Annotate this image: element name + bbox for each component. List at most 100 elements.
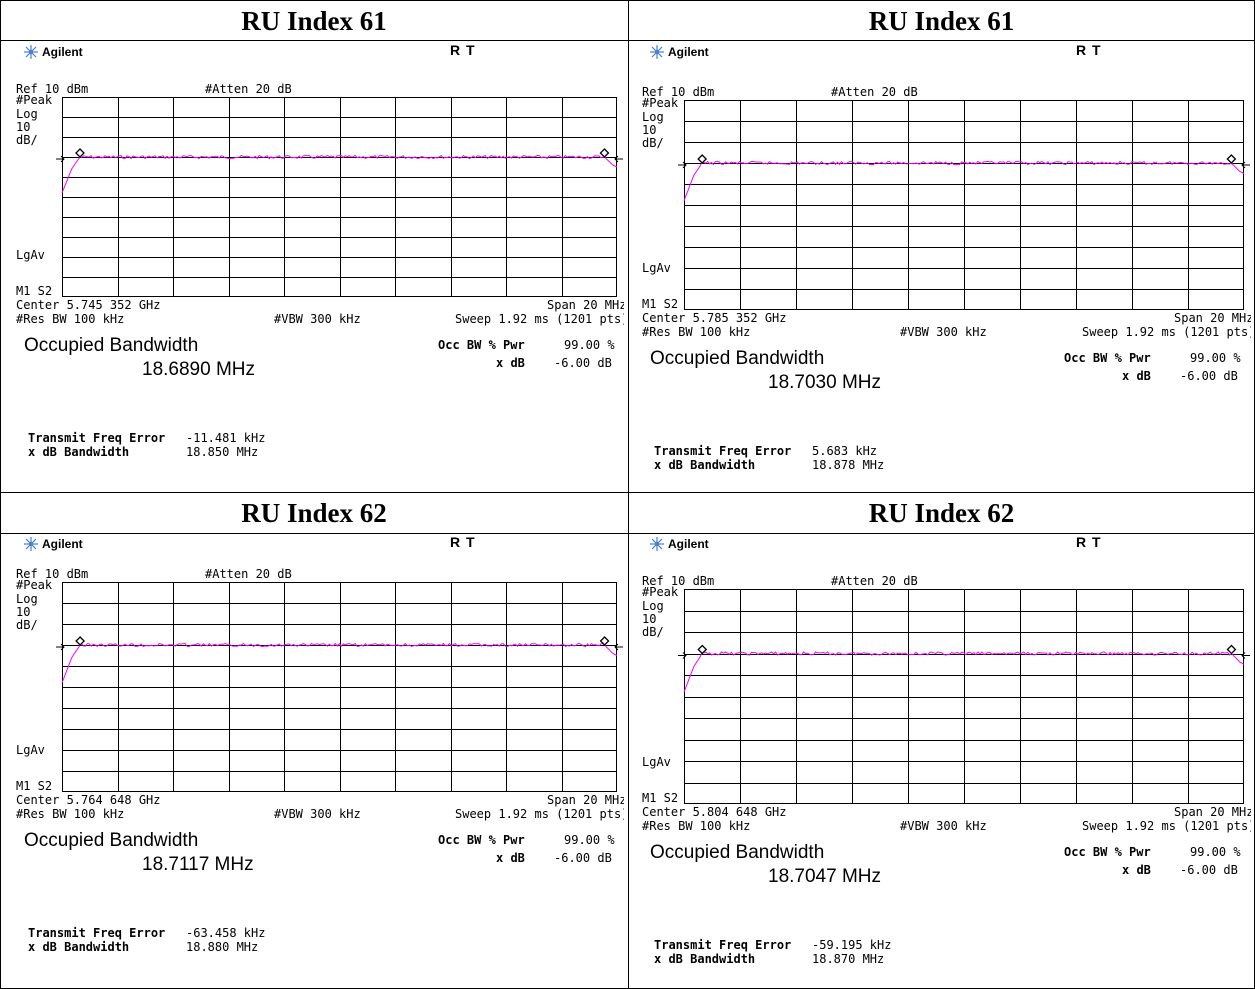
marker-left-icon — [697, 154, 708, 164]
panel-title: RU Index 62 — [868, 498, 1015, 528]
ref-level: Ref 10 dBm — [16, 567, 89, 581]
obw-title: Occupied Bandwidth — [650, 348, 825, 369]
m1s2-label: M1 S2 — [16, 779, 53, 793]
side-label-log: Log — [642, 110, 664, 124]
arrow-left-icon — [1241, 161, 1250, 169]
attenuation: #Atten 20 dB — [205, 82, 292, 96]
tfe-value: -63.458 kHz — [186, 926, 266, 940]
tfe-label: Transmit Freq Error — [654, 444, 792, 458]
occ-bw-label: Occ BW % Pwr — [438, 833, 525, 847]
xdbbw-value: 18.880 MHz — [186, 940, 259, 954]
side-label-peak: #Peak — [642, 585, 679, 599]
res-bw: #Res BW 100 kHz — [16, 312, 125, 326]
attenuation: #Atten 20 dB — [205, 567, 292, 581]
panel-title: RU Index 61 — [868, 6, 1015, 36]
m1s2-label: M1 S2 — [642, 297, 679, 311]
tfe-value: 5.683 kHz — [812, 444, 878, 458]
spectrum-trace — [683, 160, 1245, 201]
obw-value: 18.7047 MHz — [768, 866, 882, 887]
lgav-label: LgAv — [642, 755, 671, 769]
obw-value: 18.7117 MHz — [142, 854, 254, 875]
xdbbw-value: 18.850 MHz — [186, 445, 259, 459]
xdb-label: x dB — [496, 356, 525, 370]
center-freq: Center 5.785 352 GHz — [642, 311, 787, 325]
panel-4: RU Index 62 Agilent R T Ref 10 dBm #Atte… — [628, 492, 1255, 989]
xdb-label: x dB — [496, 851, 525, 865]
marker-left-icon — [75, 148, 85, 158]
attenuation: #Atten 20 dB — [831, 85, 918, 99]
agilent-logo-icon — [650, 45, 664, 59]
attenuation: #Atten 20 dB — [831, 574, 918, 588]
side-label-unit: dB/ — [16, 133, 38, 147]
occ-bw-label: Occ BW % Pwr — [1064, 351, 1151, 365]
brand-label: Agilent — [42, 537, 83, 551]
xdbbw-label: x dB Bandwidth — [654, 952, 756, 966]
table-divider-vertical — [628, 0, 629, 989]
xdbbw-value: 18.870 MHz — [812, 952, 885, 966]
arrow-left-icon — [614, 155, 623, 163]
occ-bw-value: 99.00 % — [564, 833, 615, 847]
title-row-divider-top — [0, 40, 1255, 41]
panel-3: RU Index 62 Agilent R T Ref 10 dBm #Atte… — [0, 492, 628, 989]
obw-title: Occupied Bandwidth — [24, 830, 199, 851]
center-freq: Center 5.745 352 GHz — [16, 298, 161, 312]
side-label-scale: 10 — [642, 123, 657, 137]
xdbbw-value: 18.878 MHz — [812, 458, 885, 472]
vbw: #VBW 300 kHz — [274, 312, 361, 326]
side-label-log: Log — [16, 107, 38, 121]
brand-label: Agilent — [42, 45, 83, 59]
arrow-right-icon — [56, 155, 65, 163]
status-indicator: R T — [1076, 42, 1102, 58]
tfe-label: Transmit Freq Error — [28, 926, 166, 940]
brand-label: Agilent — [668, 537, 709, 551]
status-indicator: R T — [450, 42, 476, 58]
xdb-value: -6.00 dB — [1180, 863, 1238, 877]
side-label-log: Log — [16, 592, 38, 606]
marker-right-icon — [1226, 154, 1237, 164]
table-divider-horizontal — [0, 492, 1255, 493]
span: Span 20 MHz — [1174, 805, 1251, 819]
tfe-value: -11.481 kHz — [186, 431, 266, 445]
m1s2-label: M1 S2 — [16, 284, 53, 298]
spectrum-plot — [678, 589, 1250, 804]
sweep: Sweep 1.92 ms (1201 pts) — [455, 312, 624, 326]
spectrum-trace — [61, 642, 618, 683]
obw-value: 18.7030 MHz — [768, 372, 882, 393]
span: Span 20 MHz — [1174, 311, 1251, 325]
res-bw: #Res BW 100 kHz — [642, 325, 751, 339]
obw-title: Occupied Bandwidth — [650, 842, 825, 863]
side-label-scale: 10 — [16, 120, 31, 134]
marker-right-icon — [1226, 644, 1237, 655]
tfe-value: -59.195 kHz — [812, 938, 892, 952]
marker-right-icon — [599, 636, 610, 646]
side-label-unit: dB/ — [16, 618, 38, 632]
center-freq: Center 5.764 648 GHz — [16, 793, 161, 807]
tfe-label: Transmit Freq Error — [654, 938, 792, 952]
res-bw: #Res BW 100 kHz — [16, 807, 125, 821]
xdbbw-label: x dB Bandwidth — [654, 458, 756, 472]
analyzer-screen: Agilent R T Ref 10 dBm #Atten 20 dB #Pea… — [10, 534, 624, 985]
spectrum-plot — [678, 100, 1250, 310]
side-label-peak: #Peak — [642, 96, 679, 110]
panel-title: RU Index 61 — [241, 6, 387, 36]
brand-label: Agilent — [668, 45, 709, 59]
lgav-label: LgAv — [16, 248, 45, 262]
analyzer-screen: Agilent R T Ref 10 dBm #Atten 20 dB #Pea… — [10, 42, 624, 488]
xdb-label: x dB — [1122, 863, 1151, 877]
side-label-unit: dB/ — [642, 625, 664, 639]
side-label-peak: #Peak — [16, 578, 53, 592]
status-indicator: R T — [450, 534, 476, 550]
xdbbw-label: x dB Bandwidth — [28, 445, 130, 459]
vbw: #VBW 300 kHz — [274, 807, 361, 821]
ref-level: Ref 10 dBm — [16, 82, 89, 96]
tfe-label: Transmit Freq Error — [28, 431, 166, 445]
occ-bw-label: Occ BW % Pwr — [1064, 845, 1151, 859]
marker-left-icon — [697, 644, 708, 655]
span: Span 20 MHz — [547, 793, 624, 807]
obw-value: 18.6890 MHz — [142, 359, 256, 380]
lgav-label: LgAv — [642, 261, 671, 275]
table-border-left — [0, 0, 1, 989]
xdbbw-label: x dB Bandwidth — [28, 940, 130, 954]
vbw: #VBW 300 kHz — [900, 819, 987, 833]
marker-right-icon — [599, 148, 610, 158]
